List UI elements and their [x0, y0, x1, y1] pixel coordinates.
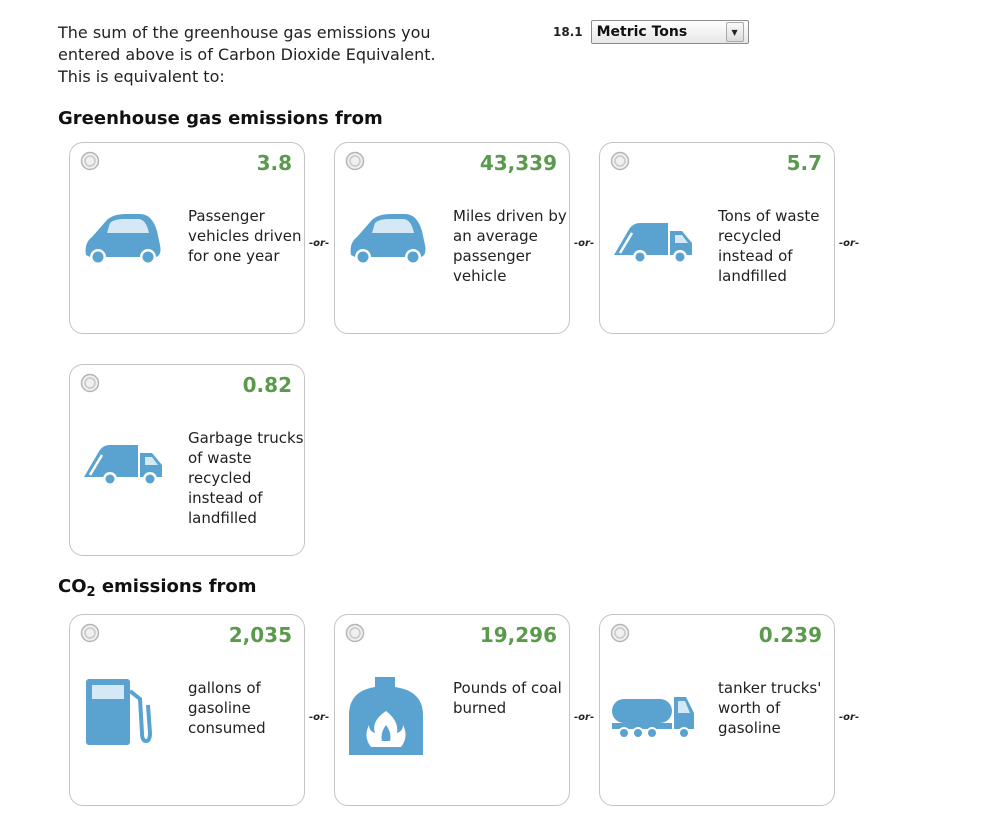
card-value: 19,296: [479, 623, 557, 647]
co2-section-heading: CO2 emissions from: [58, 576, 257, 600]
or-separator: -or-: [839, 238, 860, 249]
card-value: 0.82: [242, 373, 292, 397]
amount-control: 18.1 Metric Tons ▼: [553, 20, 749, 44]
tanker-truck-icon: [612, 697, 694, 739]
or-separator: -or-: [574, 712, 595, 723]
card-value: 3.8: [256, 151, 292, 175]
car-icon: [350, 214, 426, 265]
card-description: tanker trucks' worth of gasoline: [718, 679, 822, 737]
card-description: Pounds of coal burned: [453, 679, 562, 717]
card-value: 0.239: [758, 623, 822, 647]
coal-furnace-icon: [349, 677, 423, 755]
equivalency-card: 43,339 Miles driven by an average passen…: [334, 142, 570, 334]
card-description: Passenger vehicles driven for one year: [188, 207, 302, 265]
amount-value: 18.1: [553, 25, 583, 39]
unit-select[interactable]: Metric Tons ▼: [590, 20, 749, 44]
or-separator: -or-: [574, 238, 595, 249]
equivalency-card: 19,296 Pounds of coal burned: [334, 614, 570, 806]
card-description: Garbage trucks of waste recycled instead…: [188, 429, 304, 527]
car-icon: [85, 214, 161, 265]
coin-icon[interactable]: [80, 623, 100, 643]
garbage-truck-icon: [84, 445, 162, 486]
co2-heading-suffix: emissions from: [95, 576, 257, 597]
chevron-down-icon[interactable]: ▼: [725, 22, 744, 42]
co2-heading-subscript: 2: [86, 585, 96, 600]
coin-icon[interactable]: [80, 151, 100, 171]
card-description: Tons of waste recycled instead of landfi…: [718, 207, 820, 285]
card-value: 2,035: [228, 623, 292, 647]
garbage-truck-icon: [614, 223, 692, 264]
coin-icon[interactable]: [80, 373, 100, 393]
card-value: 5.7: [786, 151, 822, 175]
equivalency-card: 5.7 Tons of waste recycled instead of la…: [599, 142, 835, 334]
equivalency-card: 0.82 Garbage trucks of waste recycled in…: [69, 364, 305, 556]
equivalency-card: 2,035 gallons of gasoline consumed: [69, 614, 305, 806]
gas-pump-icon: [86, 679, 153, 745]
card-description: gallons of gasoline consumed: [188, 679, 266, 737]
card-value: 43,339: [479, 151, 557, 175]
equivalency-card: 0.239 tanker trucks' worth of gasoline: [599, 614, 835, 806]
or-separator: -or-: [839, 712, 860, 723]
coin-icon[interactable]: [345, 151, 365, 171]
coin-icon[interactable]: [345, 623, 365, 643]
ghg-section-heading: Greenhouse gas emissions from: [58, 108, 383, 129]
equivalency-card: 3.8 Passenger vehicles driven for one ye…: [69, 142, 305, 334]
coin-icon[interactable]: [610, 623, 630, 643]
intro-text: The sum of the greenhouse gas emissions …: [58, 23, 436, 86]
coin-icon[interactable]: [610, 151, 630, 171]
or-separator: -or-: [309, 238, 330, 249]
or-separator: -or-: [309, 712, 330, 723]
co2-heading-prefix: CO: [58, 576, 87, 597]
card-description: Miles driven by an average passenger veh…: [453, 207, 567, 285]
unit-select-value: Metric Tons: [596, 24, 688, 40]
